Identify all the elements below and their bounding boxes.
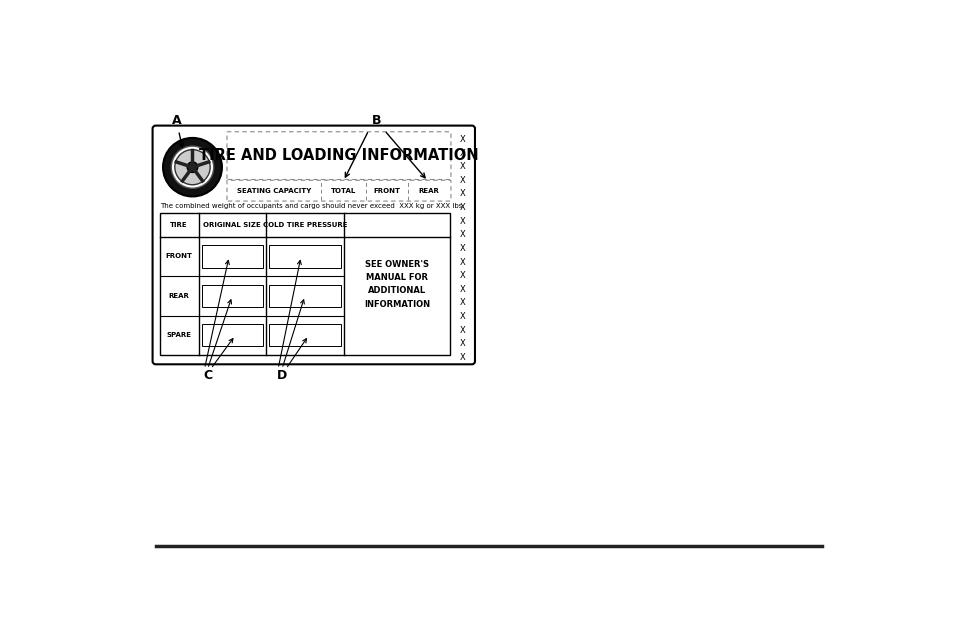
Text: X: X — [459, 244, 465, 253]
Text: X: X — [459, 190, 465, 198]
Circle shape — [172, 146, 213, 188]
Text: X: X — [459, 203, 465, 212]
Text: X: X — [459, 230, 465, 239]
Bar — [269, 285, 340, 307]
FancyBboxPatch shape — [227, 180, 451, 201]
Text: X: X — [459, 312, 465, 321]
Bar — [269, 245, 340, 268]
Bar — [202, 324, 262, 347]
Bar — [269, 324, 340, 347]
Text: X: X — [459, 339, 465, 349]
Text: X: X — [459, 271, 465, 280]
Text: ORIGINAL SIZE: ORIGINAL SIZE — [203, 222, 261, 228]
Text: REAR: REAR — [169, 293, 190, 299]
Text: REAR: REAR — [418, 188, 439, 194]
Circle shape — [174, 149, 210, 184]
Circle shape — [163, 138, 222, 197]
Text: X: X — [459, 176, 465, 185]
Text: X: X — [459, 326, 465, 335]
Text: X: X — [459, 298, 465, 307]
FancyBboxPatch shape — [227, 132, 451, 179]
Text: B: B — [372, 114, 381, 127]
Text: A: A — [172, 114, 183, 148]
Text: X: X — [459, 258, 465, 266]
Circle shape — [187, 162, 197, 172]
Text: The combined weight of occupants and cargo should never exceed  XXX kg or XXX lb: The combined weight of occupants and car… — [160, 203, 464, 209]
Text: TIRE AND LOADING INFORMATION: TIRE AND LOADING INFORMATION — [199, 148, 478, 163]
Text: COLD TIRE PRESSURE: COLD TIRE PRESSURE — [262, 222, 347, 228]
Text: TIRE: TIRE — [171, 222, 188, 228]
Text: X: X — [459, 149, 465, 158]
Text: SEE OWNER'S
MANUAL FOR
ADDITIONAL
INFORMATION: SEE OWNER'S MANUAL FOR ADDITIONAL INFORM… — [364, 260, 430, 308]
Text: X: X — [459, 217, 465, 226]
Bar — [202, 245, 262, 268]
Bar — [159, 214, 450, 355]
Text: TOTAL: TOTAL — [331, 188, 355, 194]
Text: C: C — [203, 369, 212, 382]
Bar — [202, 285, 262, 307]
Text: D: D — [276, 369, 287, 382]
Text: X: X — [459, 353, 465, 362]
Text: X: X — [459, 135, 465, 144]
Text: X: X — [459, 285, 465, 294]
Text: FRONT: FRONT — [373, 188, 400, 194]
Text: X: X — [459, 162, 465, 171]
Text: SEATING CAPACITY: SEATING CAPACITY — [237, 188, 312, 194]
FancyBboxPatch shape — [152, 125, 475, 364]
Text: SPARE: SPARE — [167, 333, 192, 338]
Text: FRONT: FRONT — [166, 254, 193, 259]
